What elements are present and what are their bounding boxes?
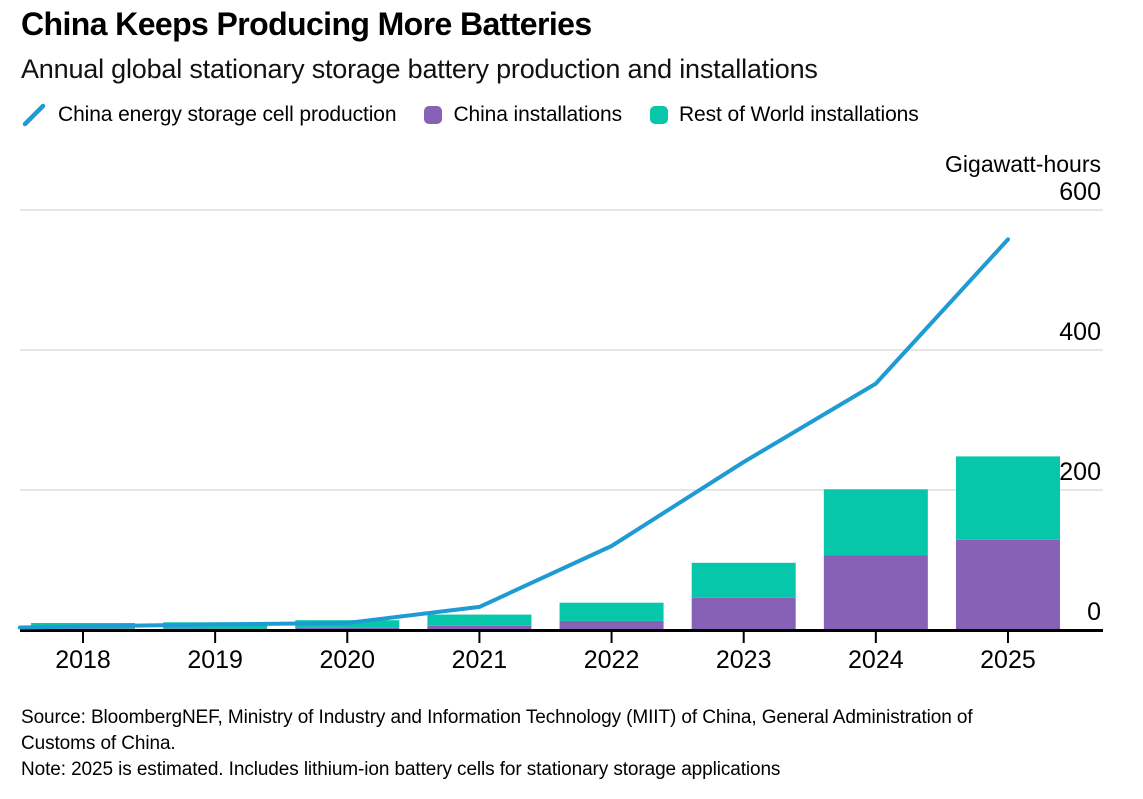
legend: China energy storage cell production Chi… [21, 102, 919, 128]
x-tick-label: 2020 [319, 646, 375, 674]
chart-title: China Keeps Producing More Batteries [21, 6, 592, 42]
bar-segment [823, 555, 928, 630]
bar-segment [295, 627, 400, 630]
bar-segment [955, 456, 1060, 540]
y-tick-label: 0 [1087, 598, 1101, 626]
bar-segment [823, 489, 928, 556]
bar-segment [955, 539, 1060, 630]
legend-item-row-installations: Rest of World installations [649, 103, 919, 127]
chart-canvas: 2018 2019 2020 2021 2022 2023 2024 2025 0 200 400 6… [18, 151, 1103, 674]
note-text: Note: 2025 is estimated. Includes lithiu… [21, 759, 781, 780]
x-tick-label: 2025 [980, 646, 1036, 674]
legend-label-china-installations: China installations [453, 103, 622, 126]
legend-item-china-installations: China installations [424, 103, 622, 127]
bar-segment [427, 625, 532, 630]
y-tick-label: 400 [1059, 318, 1101, 346]
y-tick-label: 200 [1059, 458, 1101, 486]
x-tick-label: 2018 [55, 646, 111, 674]
y-axis-unit-label: Gigawatt-hours [945, 151, 1101, 177]
footnotes: Source: BloombergNEF, Ministry of Indust… [21, 705, 989, 783]
stacked-bars [31, 456, 1060, 630]
source-text: Source: BloombergNEF, Ministry of Indust… [21, 707, 973, 754]
x-tick-label: 2023 [716, 646, 772, 674]
bar-segment [691, 597, 796, 630]
x-tick-label: 2024 [848, 646, 904, 674]
line-series-icon [22, 103, 46, 127]
gridlines [20, 209, 1103, 491]
bar-segment [691, 562, 796, 598]
chart-subtitle: Annual global stationary storage battery… [21, 54, 818, 84]
square-series-icon-row [649, 106, 668, 124]
x-tick-label: 2021 [452, 646, 508, 674]
bar-segment [427, 614, 532, 626]
x-axis: 2018 2019 2020 2021 2022 2023 2024 2025 [20, 629, 1103, 674]
bar-segment [559, 620, 664, 630]
x-tick-label: 2019 [187, 646, 243, 674]
production-line [18, 237, 1010, 630]
y-tick-label: 600 [1059, 178, 1101, 206]
square-series-icon-china [424, 106, 443, 124]
legend-label-row-installations: Rest of World installations [678, 103, 919, 126]
bar-segment [559, 602, 664, 621]
x-tick-label: 2022 [584, 646, 640, 674]
legend-item-production: China energy storage cell production [21, 102, 397, 128]
legend-label-production: China energy storage cell production [58, 103, 397, 126]
